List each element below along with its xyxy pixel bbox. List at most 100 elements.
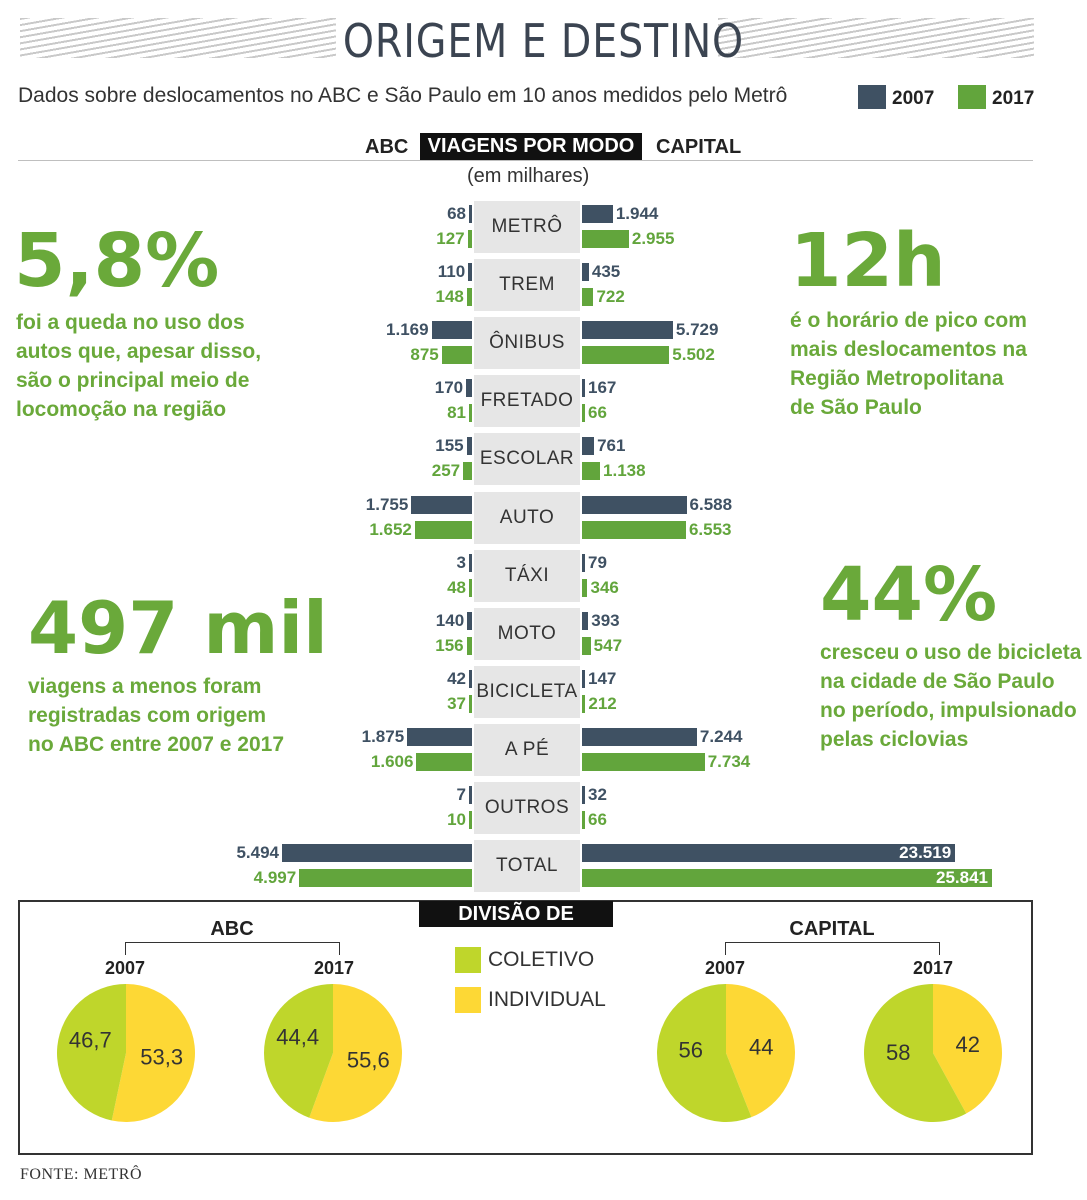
mode-label: ÔNIBUS: [474, 317, 580, 369]
trips-section-title: VIAGENS POR MODO: [420, 133, 642, 160]
value-abc-2007: 1.169: [386, 320, 429, 339]
legend-swatch-2017: [958, 85, 986, 109]
callout-line: na cidade de São Paulo: [820, 670, 1055, 693]
value-abc-2017: 257: [431, 461, 461, 480]
value-capital-2007: 435: [591, 262, 621, 281]
legend-swatch-2007: [858, 85, 886, 109]
bar-abc-2017: [469, 579, 472, 597]
callout-line: cresceu o uso de bicicleta: [820, 641, 1082, 664]
callout-line: mais deslocamentos na: [790, 338, 1027, 361]
value-capital-2007: 1.944: [615, 204, 659, 223]
bar-capital-2007: [582, 670, 585, 688]
value-capital-2007: 7.244: [699, 727, 743, 746]
pie-year-label: 2007: [704, 958, 746, 978]
bar-abc-2017: [469, 811, 472, 829]
value-abc-2007: 5.494: [236, 843, 279, 862]
legend-label-individual: INDIVIDUAL: [488, 988, 606, 1011]
bar-abc-2017: [469, 695, 472, 713]
mode-label: TÁXI: [474, 550, 580, 602]
callout-line: no ABC entre 2007 e 2017: [28, 733, 285, 756]
value-abc-2017: 127: [436, 229, 465, 248]
pie-year-label: 2017: [313, 958, 355, 978]
bar-capital-2007: [582, 496, 687, 514]
value-abc-2007: 42: [447, 669, 466, 688]
pie-group-abc-label: ABC: [210, 918, 254, 940]
callout-auto-drop-value: 5,8%: [14, 218, 220, 304]
value-abc-2017: 1.606: [370, 752, 414, 771]
value-abc-2017: 10: [447, 810, 466, 829]
mode-label: TOTAL: [474, 840, 580, 892]
bar-capital-2017: [582, 230, 629, 248]
legend-swatch-coletivo: [455, 947, 481, 973]
mode-label: ESCOLAR: [474, 433, 580, 485]
value-capital-2007: 393: [591, 611, 620, 630]
mode-label: METRÔ: [474, 201, 580, 253]
bar-abc-2017: [467, 230, 472, 248]
mode-label: A PÉ: [474, 724, 580, 776]
bar-abc-2017: [416, 753, 472, 771]
value-capital-2007: 5.729: [675, 320, 719, 339]
callout-line: no período, impulsionado: [820, 699, 1077, 722]
value-capital-2017: 1.138: [603, 461, 646, 480]
callout-line: autos que, apesar disso,: [16, 340, 262, 363]
callout-fewer-trips-value: 497 mil: [28, 586, 328, 670]
bar-abc-2017: [469, 404, 472, 422]
mode-label: BICICLETA: [474, 666, 580, 718]
value-capital-2017: 6.553: [688, 520, 732, 539]
bar-abc-2007: [468, 263, 472, 281]
mode-label: OUTROS: [474, 782, 580, 834]
value-abc-2017: 81: [447, 403, 466, 422]
bar-capital-2017: [582, 404, 585, 422]
bar-abc-2007: [467, 612, 472, 630]
value-abc-2007: 170: [434, 378, 464, 397]
mode-label: AUTO: [474, 492, 580, 544]
bar-abc-2007: [407, 728, 472, 746]
value-abc-2017: 37: [447, 694, 466, 713]
bar-capital-2007: [582, 205, 613, 223]
callout-peak-hour-text: é o horário de pico com mais deslocament…: [790, 306, 1027, 422]
value-abc-2017: 4.997: [253, 868, 297, 887]
bar-abc-2007: [411, 496, 472, 514]
units-label: (em milhares): [467, 165, 590, 187]
bar-capital-2017: [582, 695, 586, 713]
bar-abc-2017: [414, 521, 472, 539]
value-abc-2007: 1.755: [365, 495, 409, 514]
value-capital-2007: 761: [597, 436, 626, 455]
bar-abc-2017: [299, 869, 472, 887]
callout-line: viagens a menos foram: [28, 675, 262, 698]
value-abc-2007: 155: [435, 436, 464, 455]
legend-label-coletivo: COLETIVO: [488, 948, 595, 971]
value-capital-2017: 5.502: [672, 345, 715, 364]
mode-label: TREM: [474, 259, 580, 311]
capital-heading: CAPITAL: [656, 136, 742, 158]
legend-swatch-individual: [455, 987, 481, 1013]
value-abc-2017: 156: [435, 636, 464, 655]
bar-capital-2017: [582, 869, 992, 887]
callout-peak-hour-value: 12h: [790, 218, 946, 304]
callout-line: de São Paulo: [790, 396, 922, 419]
bar-abc-2007: [469, 554, 472, 572]
bar-abc-2007: [282, 844, 472, 862]
bar-capital-2017: [582, 288, 594, 306]
value-capital-2017: 722: [596, 287, 625, 306]
bar-capital-2017: [582, 753, 705, 771]
abc-heading: ABC: [365, 136, 409, 158]
bar-capital-2007: [582, 728, 697, 746]
bar-capital-2017: [582, 462, 601, 480]
bar-abc-2007: [466, 379, 472, 397]
value-capital-2017: 2.955: [631, 229, 675, 248]
bar-capital-2007: [582, 379, 585, 397]
modal-split-title: DIVISÃO DE MODAL: [419, 901, 613, 951]
value-capital-2007: 32: [588, 785, 607, 804]
bar-abc-2017: [466, 288, 472, 306]
callout-line: são o principal meio de: [16, 369, 250, 392]
legend-label-2017: 2017: [992, 88, 1035, 109]
bar-capital-2017: [582, 521, 686, 539]
bar-capital-2007: [582, 321, 673, 339]
source-note: FONTE: METRÔ: [20, 1166, 142, 1183]
value-capital-2017: 212: [588, 694, 617, 713]
value-abc-2017: 148: [435, 287, 464, 306]
pie-group-capital-label: CAPITAL: [789, 918, 875, 940]
bar-capital-2017: [582, 346, 670, 364]
bar-capital-2017: [582, 579, 588, 597]
